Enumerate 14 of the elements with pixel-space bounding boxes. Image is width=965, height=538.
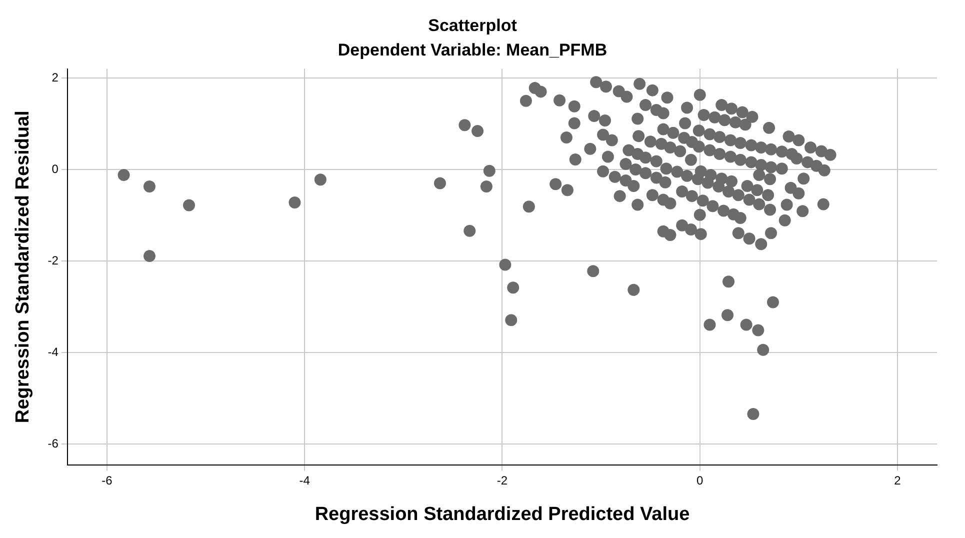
x-tick-label: -6 [102,473,113,488]
y-tick-label: 0 [52,162,59,176]
y-tick-label: -2 [48,253,59,268]
y-tick-label: 2 [52,70,59,84]
chart-title: Scatterplot [428,16,518,35]
x-axis-title: Regression Standardized Predicted Value [314,504,690,525]
y-axis-title: Regression Standardized Residual [12,110,34,424]
x-tick-label: -4 [299,473,310,488]
x-tick-label: -2 [496,473,508,488]
y-tick-label: -6 [48,436,59,451]
chart-subtitle: Dependent Variable: Mean_PFMB [338,40,608,60]
x-tick-label: 0 [696,473,704,488]
y-tick-label: -4 [48,344,59,359]
x-tick-label: 2 [894,473,902,488]
